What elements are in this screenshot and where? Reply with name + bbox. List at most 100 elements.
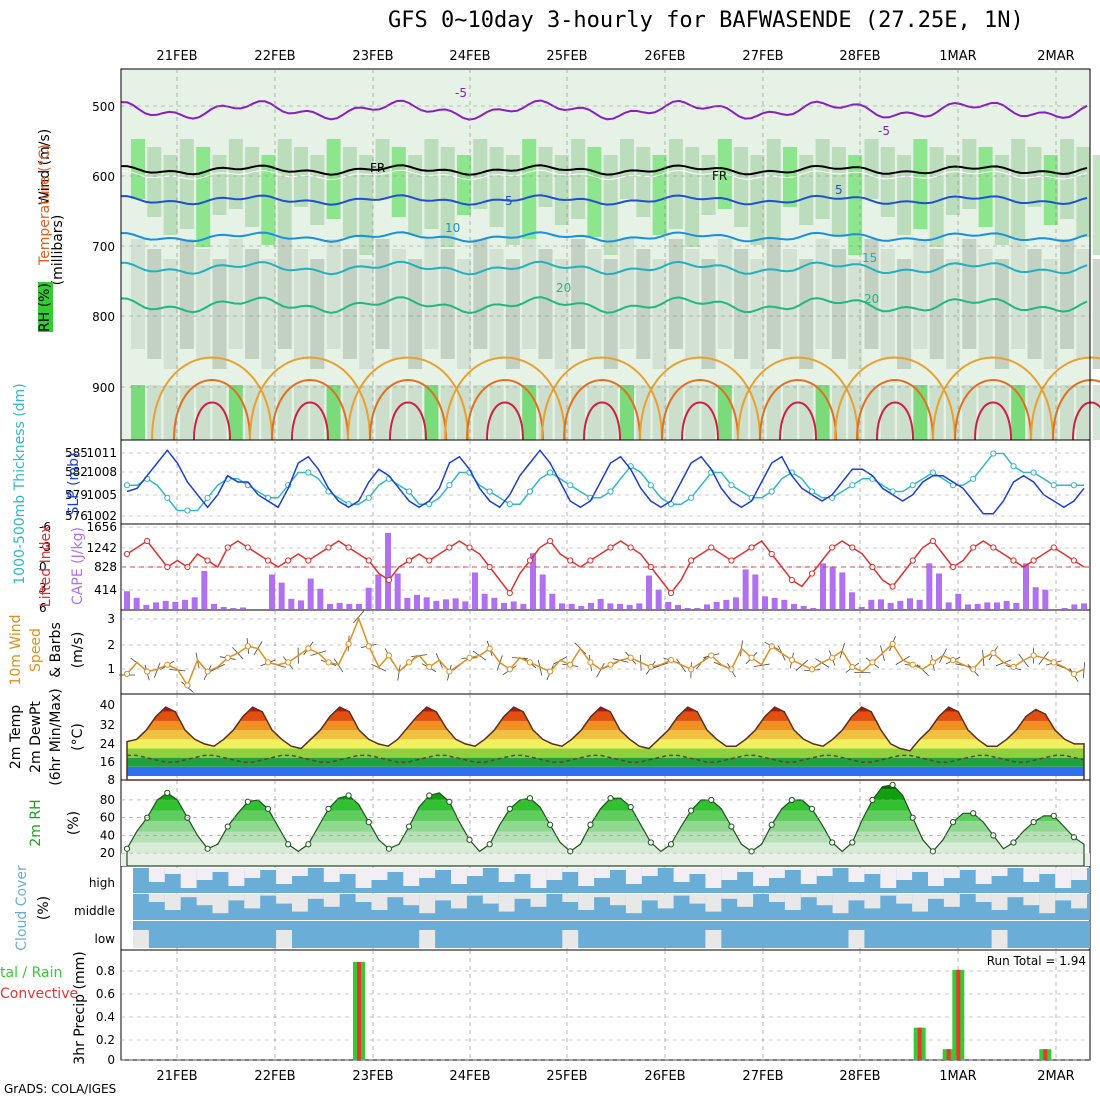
lifted-index-point — [446, 544, 453, 551]
rh-band — [620, 239, 634, 349]
isotherm-label: 20 — [864, 292, 879, 306]
rh-band — [783, 385, 797, 440]
rh-band — [1092, 155, 1100, 255]
cape-bar — [926, 563, 933, 609]
freezing-level-inner — [121, 169, 1088, 181]
rh-band — [212, 155, 227, 215]
rh-band — [163, 259, 178, 369]
cloud-gap — [1039, 894, 1056, 914]
rh-band — [554, 155, 569, 225]
wind10m-point — [909, 661, 916, 668]
cape-bar — [530, 553, 536, 609]
cape-bar — [404, 597, 411, 609]
cape-bar — [713, 601, 720, 609]
precip-conv-bar — [917, 1027, 922, 1060]
cape-bar — [878, 599, 884, 609]
cloud-gap — [816, 894, 833, 906]
wind10m-point — [405, 659, 413, 666]
slp-ytick: 1005 — [86, 488, 117, 502]
cloud-gap — [896, 868, 913, 880]
rh-band — [897, 385, 912, 440]
date-label-bottom: 25FEB — [546, 1069, 587, 1084]
date-label-top: 24FEB — [449, 49, 490, 64]
cape-bar — [452, 598, 459, 609]
isotherm-loop — [1072, 401, 1100, 441]
cloud-gap — [148, 868, 165, 882]
cape-bar — [317, 588, 324, 609]
rh-band — [929, 249, 944, 359]
rh-band — [505, 259, 520, 369]
wind10m-point — [627, 654, 634, 661]
cloud-gap — [371, 894, 388, 910]
lifted-index-point — [829, 544, 836, 551]
cloud-gap — [323, 894, 340, 907]
lifted-index-point — [667, 589, 675, 597]
precip-conv-bar — [956, 969, 961, 1060]
date-label-top: 27FEB — [742, 49, 783, 64]
cape-bar — [346, 603, 353, 609]
lifted-index-point — [325, 544, 332, 551]
cape-bar — [549, 593, 556, 609]
date-label-top: 2MAR — [1037, 49, 1074, 64]
rh-band — [962, 385, 977, 440]
profile-rh-shading — [131, 139, 1100, 440]
cape-bar — [336, 602, 343, 609]
isotherm-loop — [834, 356, 956, 441]
rh-2m-point — [1010, 839, 1017, 846]
rh-band — [799, 259, 814, 369]
thickness-point — [849, 482, 856, 489]
cloud-gap — [864, 868, 881, 874]
cape-bar — [839, 572, 846, 609]
wind10m-point — [264, 659, 272, 666]
isotherm-loop — [583, 401, 621, 441]
rh-band — [880, 385, 895, 440]
temp2m-unit: (°C) — [70, 723, 86, 751]
lifted-index-point — [889, 583, 896, 590]
profile-ytick: 900 — [92, 381, 115, 395]
cloud-gap — [180, 868, 197, 888]
rh-band — [799, 385, 814, 440]
cloud-gap — [292, 868, 308, 876]
cloud-gap — [1039, 868, 1056, 874]
thickness-point — [506, 501, 513, 508]
lifted-index-point — [808, 570, 816, 577]
date-label-bottom: 24FEB — [449, 1069, 490, 1084]
wind10m-point — [990, 650, 997, 657]
rh-band — [636, 147, 651, 217]
cloud-gap — [769, 868, 785, 878]
cloud-gap — [196, 868, 213, 880]
panel-frame-precip — [120, 949, 1091, 1061]
rh-2m-point — [264, 805, 272, 812]
cloud-gap — [164, 868, 181, 874]
rh-2m-point — [1050, 812, 1057, 820]
wind10m-point — [426, 663, 433, 671]
chart-title: GFS 0~10day 3-hourly for BAFWASENDE (27.… — [388, 8, 1024, 33]
rh-band — [179, 239, 194, 349]
cape-bar — [771, 597, 778, 609]
rh-band — [1027, 249, 1042, 359]
cape-bar — [752, 574, 759, 609]
cloud-gap — [975, 868, 992, 884]
rh-band — [127, 799, 1084, 811]
cape-bar — [916, 599, 923, 609]
isotherm-loop — [639, 356, 761, 441]
rh-band — [668, 139, 683, 229]
lifted-index-point — [788, 576, 795, 584]
isotherm-5 — [121, 194, 1088, 206]
thickness-label: 1000-500mb Thickness (dm) — [12, 383, 28, 584]
cape-bar — [887, 602, 894, 609]
thickness-point — [688, 494, 695, 501]
rh-band — [310, 259, 325, 369]
cape-bar — [1042, 589, 1049, 609]
cloud-gap — [641, 868, 658, 876]
cloud-gap — [323, 868, 340, 882]
cloud-unit: (%) — [36, 896, 52, 920]
lifted-index-point — [204, 557, 211, 564]
cloud-gap — [959, 868, 976, 870]
cape-bar — [520, 603, 527, 609]
rh-band — [261, 155, 276, 245]
lifted-index-point — [264, 557, 272, 564]
cape-bar — [868, 599, 875, 609]
temp-bands — [127, 707, 1084, 776]
